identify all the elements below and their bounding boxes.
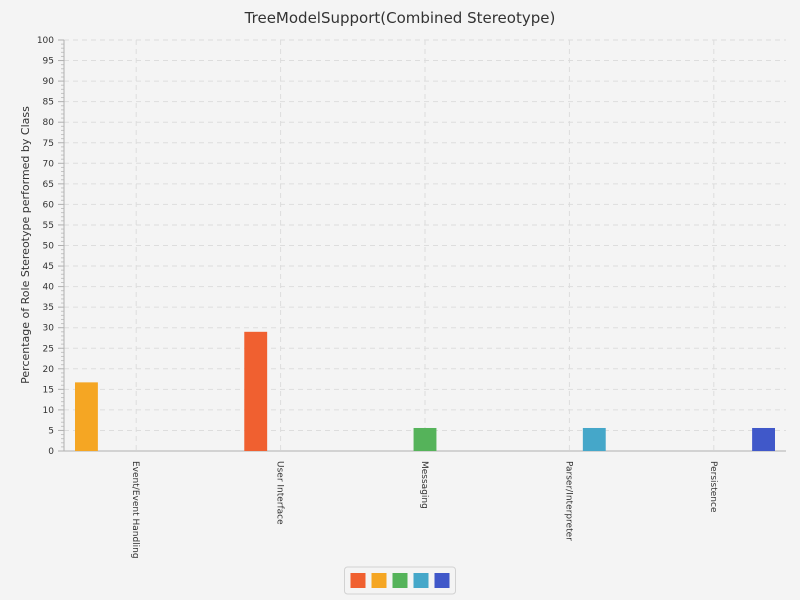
x-tick-labels: Event/Event Handling User Interface Messag… (130, 461, 718, 559)
y-tick-label: 10 (43, 406, 55, 416)
bar (75, 382, 98, 451)
bars (75, 331, 775, 451)
y-tick-labels: 0 5 10 15 20 25 30 35 40 45 50 55 60 65 70 75 80 85 90 95 10… (37, 36, 54, 457)
y-tick-label: 80 (43, 118, 55, 128)
y-tick-label: 20 (43, 365, 55, 375)
chart-title: TreeModelSupport(Combined Stereotype) (244, 9, 556, 27)
y-tick-label: 65 (43, 180, 54, 190)
y-tick-label: 15 (43, 385, 54, 395)
y-tick-label: 75 (43, 139, 54, 149)
legend-swatch (371, 573, 387, 588)
x-tick-label: Event/Event Handling (130, 461, 140, 559)
y-tick-label: 45 (43, 262, 54, 272)
grid (64, 39, 786, 451)
x-tick-label: Persistence (708, 461, 718, 513)
y-tick-label: 50 (43, 242, 55, 252)
x-tick-label: Parser/Interpreter (563, 461, 573, 541)
y-tick-label: 30 (43, 324, 55, 334)
legend-swatch (434, 573, 450, 588)
y-tick-label: 95 (43, 57, 54, 67)
legend (344, 566, 456, 595)
y-tick-label: 100 (37, 36, 54, 46)
y-tick-label: 0 (48, 447, 54, 457)
bar (244, 331, 268, 451)
y-tick-label: 35 (43, 303, 54, 313)
y-tick-label: 55 (43, 221, 54, 231)
y-tick-label: 40 (43, 283, 55, 293)
y-tick-label: 60 (43, 200, 55, 210)
legend-swatch (413, 573, 429, 588)
x-tick-label: User Interface (275, 461, 285, 525)
bar (413, 427, 437, 451)
legend-swatch (392, 573, 408, 588)
y-tick-label: 5 (48, 426, 54, 436)
bar (752, 427, 775, 451)
y-tick-label: 90 (43, 77, 55, 87)
y-axis-label: Percentage of Role Stereotype performed … (19, 106, 32, 384)
y-tick-label: 70 (43, 159, 55, 169)
y-tick-label: 85 (43, 98, 54, 108)
legend-swatch (350, 573, 366, 588)
x-tick-label: Messaging (419, 461, 429, 509)
bar (582, 427, 606, 451)
y-tick-label: 25 (43, 344, 54, 354)
